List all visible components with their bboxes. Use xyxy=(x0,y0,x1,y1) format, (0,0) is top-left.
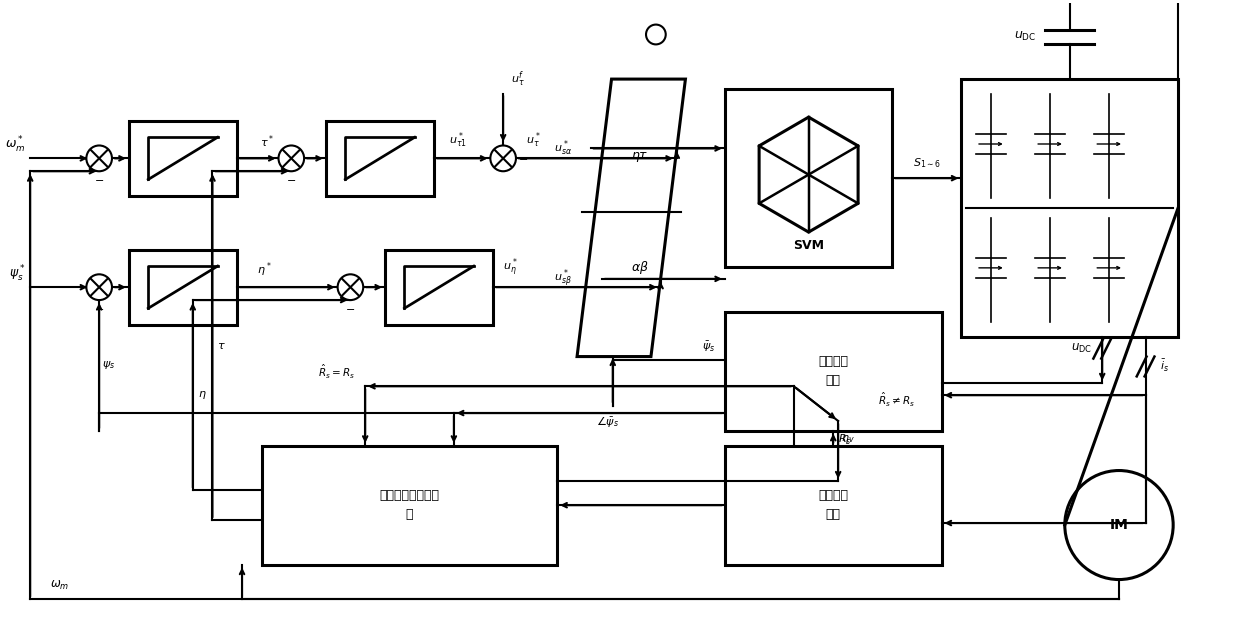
Polygon shape xyxy=(759,117,858,232)
Bar xyxy=(326,121,434,196)
Text: $u_{\tau 1}^*$: $u_{\tau 1}^*$ xyxy=(449,131,467,151)
Text: $\eta\tau$: $\eta\tau$ xyxy=(631,150,649,164)
Text: $-$: $-$ xyxy=(94,303,104,313)
Bar xyxy=(961,79,1178,337)
Bar xyxy=(129,121,237,196)
Text: 定子磁链
观测: 定子磁链 观测 xyxy=(818,355,848,387)
Circle shape xyxy=(279,146,304,172)
Text: $-$: $-$ xyxy=(94,174,104,184)
Text: $-$: $-$ xyxy=(346,303,356,313)
Text: IM: IM xyxy=(1110,518,1128,532)
Text: $\omega_m$: $\omega_m$ xyxy=(50,579,69,592)
Text: $\bar{i}_s$: $\bar{i}_s$ xyxy=(1161,358,1169,375)
Text: $u_\tau^f$: $u_\tau^f$ xyxy=(511,69,525,89)
Text: $S_{1\sim6}$: $S_{1\sim6}$ xyxy=(913,157,941,170)
Bar xyxy=(725,312,941,431)
Text: $u_{\rm DC}$: $u_{\rm DC}$ xyxy=(1071,342,1092,355)
Text: $\eta^*$: $\eta^*$ xyxy=(257,260,272,280)
Text: SVM: SVM xyxy=(794,239,825,252)
Circle shape xyxy=(646,25,666,44)
Text: $u_\eta^*$: $u_\eta^*$ xyxy=(503,257,518,280)
Text: $-$: $-$ xyxy=(518,154,528,164)
Text: $\psi_s$: $\psi_s$ xyxy=(102,360,115,371)
Bar xyxy=(262,445,557,565)
Bar xyxy=(384,249,494,325)
Circle shape xyxy=(87,275,112,300)
Text: $u_{s\beta}^*$: $u_{s\beta}^*$ xyxy=(554,268,572,290)
Text: $\tau^*$: $\tau^*$ xyxy=(259,134,274,151)
Circle shape xyxy=(490,146,516,172)
Bar xyxy=(725,89,893,267)
Text: 定子电阱
辨识: 定子电阱 辨识 xyxy=(818,489,848,521)
Text: $\hat{R}_s\neq R_s$: $\hat{R}_s\neq R_s$ xyxy=(878,391,915,409)
Text: $\omega_m^*$: $\omega_m^*$ xyxy=(5,135,25,155)
Text: $\eta$: $\eta$ xyxy=(197,389,206,401)
Text: $\alpha\beta$: $\alpha\beta$ xyxy=(631,259,649,276)
Text: $\eta_v$: $\eta_v$ xyxy=(841,433,854,445)
Text: $\psi_s^*$: $\psi_s^*$ xyxy=(9,264,25,284)
Text: $\hat{R}_s$: $\hat{R}_s$ xyxy=(838,429,852,447)
Bar xyxy=(725,445,941,565)
Circle shape xyxy=(1065,471,1173,579)
Polygon shape xyxy=(577,79,686,357)
Text: $u_\tau^*$: $u_\tau^*$ xyxy=(526,131,541,151)
Text: $\hat{R}_s=R_s$: $\hat{R}_s=R_s$ xyxy=(319,363,356,381)
Circle shape xyxy=(337,275,363,300)
Text: $u_{s\alpha}^*$: $u_{s\alpha}^*$ xyxy=(554,139,572,158)
Text: $\bar{\psi}_s$: $\bar{\psi}_s$ xyxy=(702,339,715,354)
Bar xyxy=(129,249,237,325)
Text: $-$: $-$ xyxy=(286,174,296,184)
Text: $\angle\bar{\psi}_s$: $\angle\bar{\psi}_s$ xyxy=(596,414,620,429)
Text: $\tau$: $\tau$ xyxy=(217,341,226,350)
Text: 转矩和无功转矩计
算: 转矩和无功转矩计 算 xyxy=(379,489,439,521)
Circle shape xyxy=(87,146,112,172)
Text: $u_{\rm DC}$: $u_{\rm DC}$ xyxy=(1014,30,1037,43)
